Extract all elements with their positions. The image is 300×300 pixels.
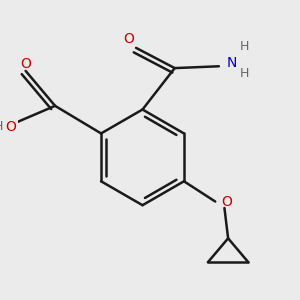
Text: H: H	[0, 121, 3, 134]
Text: O: O	[222, 194, 232, 208]
Text: N: N	[226, 56, 237, 70]
Text: O: O	[123, 32, 134, 46]
Text: O: O	[20, 56, 31, 70]
Text: O: O	[5, 120, 16, 134]
Text: H: H	[240, 67, 249, 80]
Text: H: H	[240, 40, 249, 52]
